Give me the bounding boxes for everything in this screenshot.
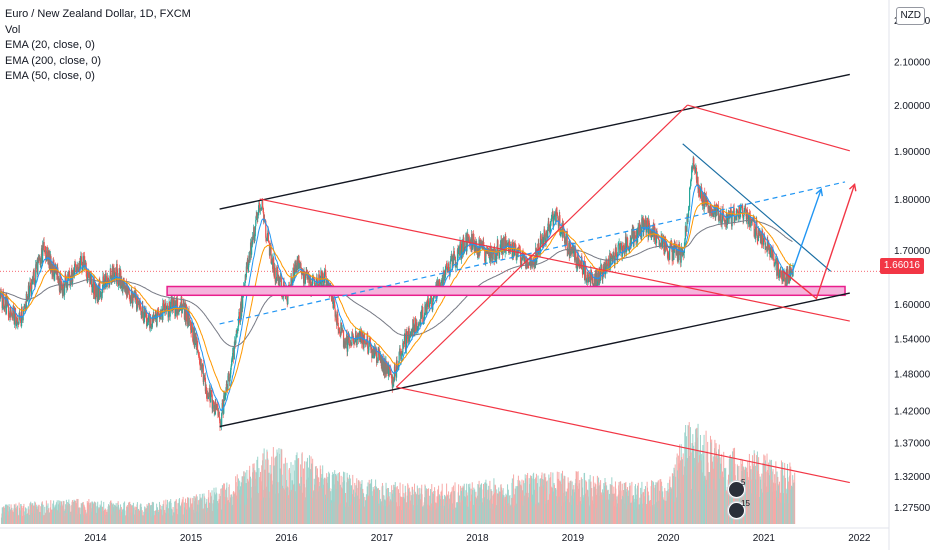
price-tick-label: 1.37000 [894, 439, 931, 450]
time-tick-label: 2017 [371, 533, 394, 544]
candle-body [422, 307, 423, 324]
price-tick-label: 1.48000 [894, 370, 931, 381]
price-tick-label: 2.00000 [894, 101, 931, 112]
candle-body [583, 262, 584, 274]
candle-body [30, 283, 31, 289]
candle-body [74, 264, 75, 274]
candle-body [496, 250, 497, 260]
candle-body [81, 256, 82, 262]
candle-body [255, 220, 256, 226]
candle-body [405, 333, 406, 350]
candle-body [550, 221, 551, 225]
price-tick-label: 1.90000 [894, 147, 931, 158]
candle-body [739, 217, 740, 219]
candle-body [202, 365, 203, 372]
time-tick-label: 2022 [848, 533, 871, 544]
price-tick-label: 1.42000 [894, 407, 931, 418]
candle-body [298, 256, 299, 261]
time-tick-label: 2015 [180, 533, 203, 544]
price-axis: 2.200002.100002.000001.900001.800001.700… [889, 0, 931, 550]
candle-body [763, 238, 764, 245]
candle-body [688, 210, 689, 217]
time-tick-label: 2019 [562, 533, 585, 544]
price-tick-label: 1.54000 [894, 334, 931, 345]
candle-body [75, 264, 76, 267]
candle-body [399, 352, 400, 363]
candle-body [781, 271, 782, 276]
time-tick-label: 2016 [275, 533, 298, 544]
candle-body [742, 205, 743, 215]
candle-body [300, 263, 301, 267]
candle-body [54, 273, 55, 280]
volume-bar [794, 473, 795, 524]
time-tick-label: 2014 [84, 533, 107, 544]
candle-body [167, 306, 168, 310]
candle-body [249, 252, 250, 262]
candle-body [618, 245, 619, 255]
candle-body [503, 238, 504, 254]
candle-body [286, 297, 287, 300]
candle-body [22, 307, 23, 317]
candle-body [689, 188, 690, 208]
time-tick-label: 2020 [657, 533, 680, 544]
price-tick-label: 1.80000 [894, 195, 931, 206]
price-tick-label: 1.60000 [894, 300, 931, 311]
candle-body [644, 220, 645, 221]
price-tick-label: 2.10000 [894, 58, 931, 69]
candle-body [566, 233, 567, 244]
candle-body [404, 337, 405, 345]
volume-bars [1, 422, 795, 524]
price-tick-label: 1.70000 [894, 246, 931, 257]
candle-body [627, 238, 628, 246]
candle-body [431, 298, 432, 307]
time-tick-label: 2018 [466, 533, 489, 544]
candle-body [504, 237, 505, 247]
time-tick-label: 2021 [753, 533, 776, 544]
price-tick-label: 1.32000 [894, 472, 931, 483]
candle-body [100, 296, 101, 297]
candle-body [756, 221, 757, 236]
price-tick-label: 1.27500 [894, 503, 931, 514]
candle-body [173, 300, 174, 310]
time-axis: 2014 2015 2016 2017 2018 2019 2020 2021 2022 [0, 528, 889, 544]
candle-body [115, 272, 116, 276]
